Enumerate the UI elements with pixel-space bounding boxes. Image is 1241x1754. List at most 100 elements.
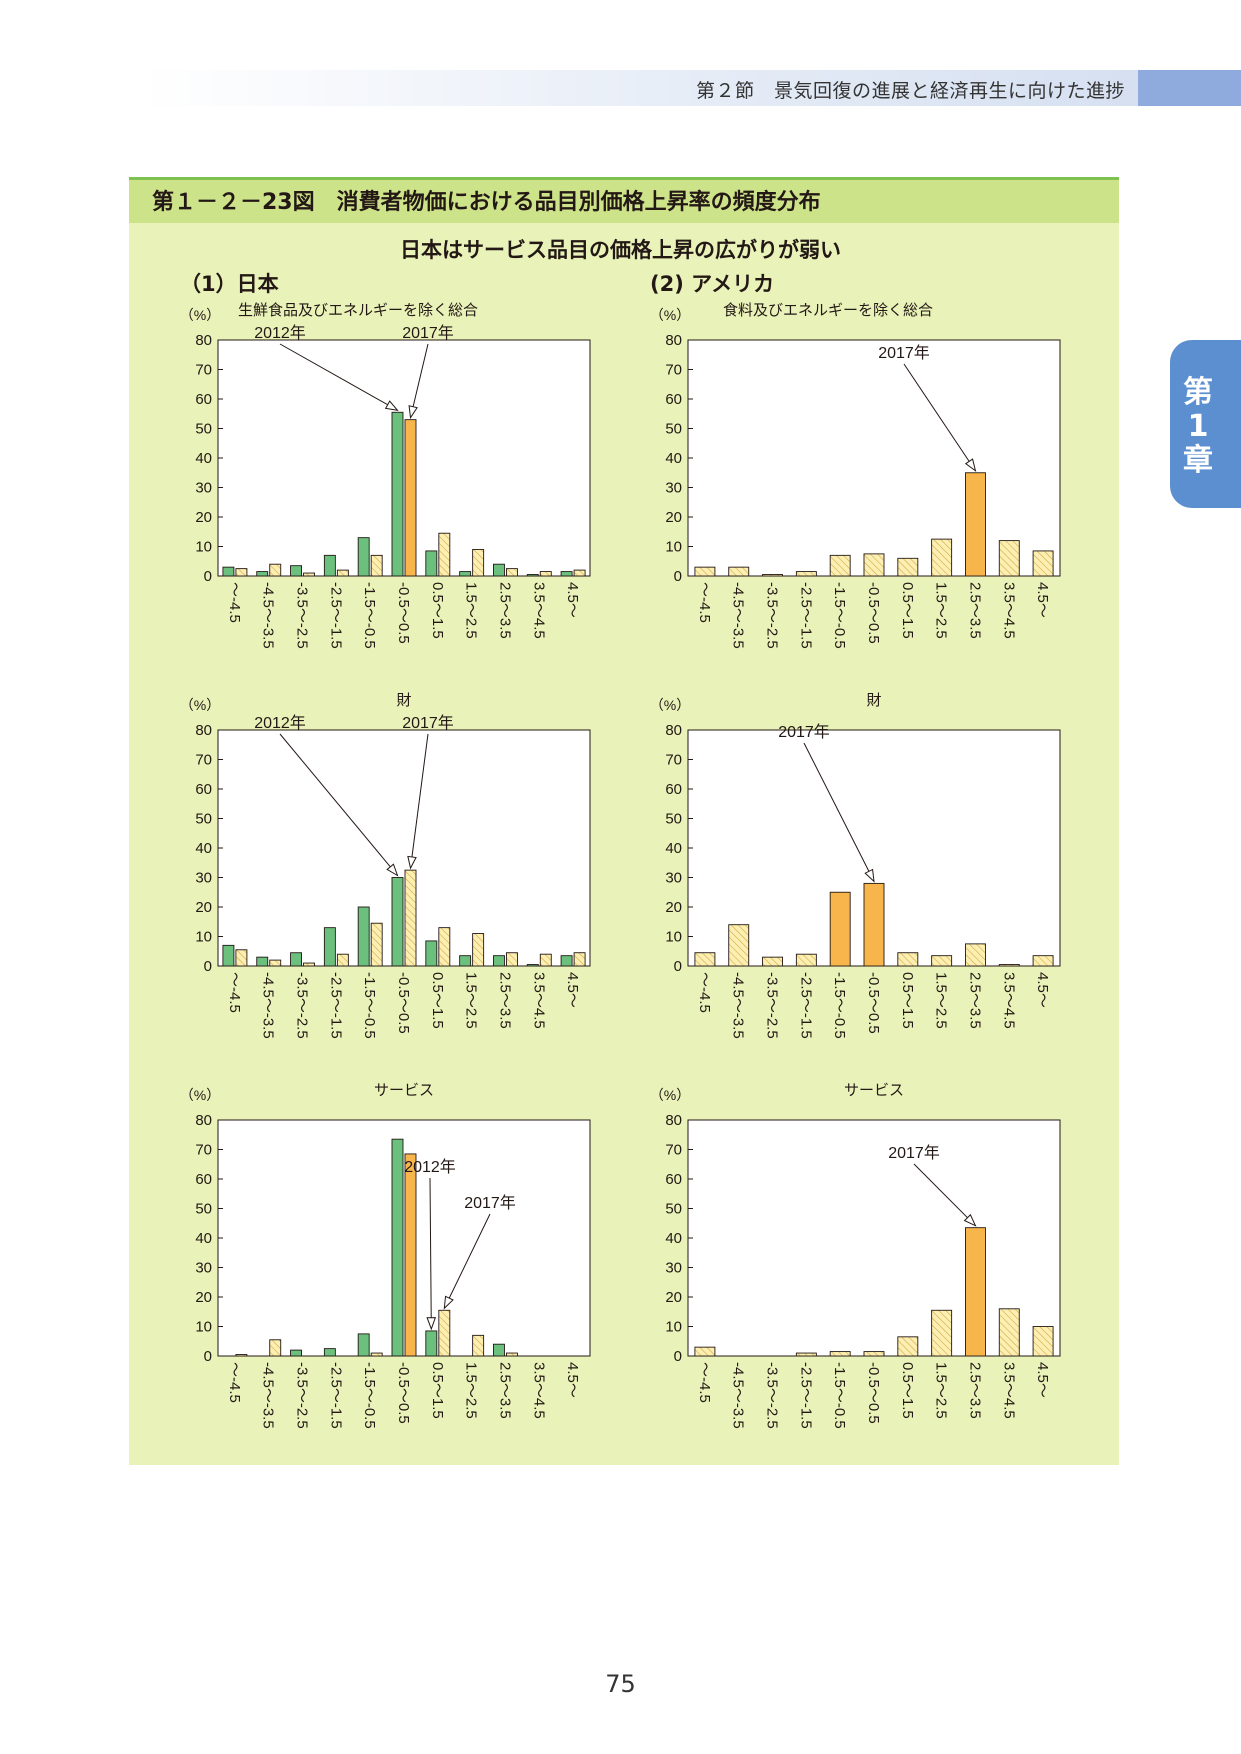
- bar: [506, 952, 518, 967]
- chart-title: 財: [866, 692, 881, 709]
- x-tick-label: -1.5～-0.5: [361, 1362, 378, 1429]
- bar: [459, 571, 472, 577]
- x-tick-label: -1.5～-0.5: [831, 582, 848, 649]
- bar: [762, 956, 783, 967]
- y-tick-label: 20: [665, 899, 682, 916]
- bar: [931, 1309, 953, 1357]
- annotation-label: 2017年: [402, 324, 454, 342]
- y-tick-label: 80: [195, 332, 212, 349]
- chapter-tab[interactable]: 第 1 章: [1170, 340, 1241, 508]
- bar: [931, 538, 953, 577]
- x-tick-label: -2.5～-1.5: [797, 1362, 814, 1429]
- x-tick-label: -4.5～-3.5: [730, 972, 747, 1039]
- y-tick-label: 0: [204, 958, 212, 975]
- x-tick-label: 4.5～: [1034, 1362, 1051, 1398]
- chart-japan-total: （%） 生鮮食品及びエネルギーを除く総合 0 10 20 30 40 50 60 70 80 ～-4.…: [180, 302, 591, 649]
- y-tick-label: 40: [665, 840, 682, 857]
- unit-label: （%）: [650, 1087, 690, 1103]
- annotation-arrowhead: [963, 1213, 977, 1227]
- y-tick-label: 70: [665, 1142, 682, 1159]
- y-tick-label: 50: [665, 421, 682, 438]
- bar: [336, 569, 349, 577]
- y-tick-label: 10: [195, 539, 212, 556]
- x-tick-label: 4.5～: [564, 1362, 581, 1398]
- unit-label: （%）: [650, 307, 690, 323]
- chart-usa-total: （%） 食料及びエネルギーを除く総合01020304050607080～-4.5-…: [650, 302, 1061, 649]
- chart-title: 食料及びエネルギーを除く総合: [723, 302, 933, 319]
- chapter-tab-line1: 第: [1183, 375, 1213, 410]
- annotation-label: 2017年: [464, 1194, 516, 1212]
- x-tick-label: 3.5～4.5: [1000, 972, 1017, 1029]
- bar: [391, 1138, 404, 1357]
- y-tick-label: 80: [665, 332, 682, 349]
- figure-title: 第１－２－23図 消費者物価における品目別価格上昇率の頻度分布: [152, 190, 821, 215]
- x-tick-label: -3.5～-2.5: [294, 972, 311, 1039]
- x-tick-label: -2.5～-1.5: [327, 1362, 344, 1429]
- bar: [472, 933, 485, 967]
- annotation-arrowhead: [407, 855, 417, 870]
- x-tick-label: 0.5～1.5: [429, 972, 446, 1029]
- plot-area: [217, 729, 591, 967]
- x-tick-label: -3.5～-2.5: [764, 972, 781, 1039]
- bar: [472, 1334, 485, 1357]
- y-tick-label: 50: [195, 1201, 212, 1218]
- y-tick-label: 10: [665, 1319, 682, 1336]
- section-usa-title: (2) アメリカ: [650, 272, 775, 296]
- bar: [897, 1336, 919, 1357]
- x-tick-label: -1.5～-0.5: [361, 582, 378, 649]
- x-tick-label: 0.5～1.5: [429, 582, 446, 639]
- bar: [357, 1333, 370, 1357]
- bar: [795, 953, 817, 967]
- plot-area: [217, 339, 591, 577]
- annotation-label: 2017年: [878, 344, 930, 362]
- bar: [290, 1349, 302, 1357]
- bar: [425, 940, 438, 967]
- x-tick-label: -1.5～-0.5: [361, 972, 378, 1039]
- chart-usa-goods: （%） 財 0 10 20 30 40 50 60 70 80 ～-4.5 -4.5～-3.5 -3.5～…: [650, 692, 1061, 1039]
- x-tick-label: 1.5～2.5: [933, 582, 950, 639]
- bar: [438, 927, 451, 967]
- x-tick-label: ～-4.5: [696, 582, 713, 623]
- y-tick-label: 80: [195, 722, 212, 739]
- bar: [539, 571, 552, 577]
- bar: [998, 540, 1020, 577]
- bar: [493, 563, 505, 577]
- x-tick-label: 0.5～1.5: [899, 582, 916, 639]
- y-tick-label: 50: [665, 1201, 682, 1218]
- x-tick-label: -0.5～0.5: [865, 582, 882, 644]
- y-tick-label: 0: [204, 568, 212, 585]
- x-tick-label: -3.5～-2.5: [764, 582, 781, 649]
- y-tick-label: 0: [674, 1348, 682, 1365]
- bar: [357, 906, 370, 967]
- bar: [269, 1339, 282, 1357]
- chart-japan-goods: （%） 財 0 10 20 30 40 50 60 70 80 ～-4.5 -4.5～-3.5 -3.5～…: [180, 692, 591, 1039]
- x-tick-label: 4.5～: [1034, 582, 1051, 618]
- bar: [694, 952, 716, 967]
- y-tick-label: 40: [665, 450, 682, 467]
- annotation-label: 2017年: [402, 714, 454, 732]
- y-tick-label: 10: [665, 539, 682, 556]
- y-tick-label: 80: [195, 1112, 212, 1129]
- x-tick-label: 3.5～4.5: [1000, 1362, 1017, 1419]
- annotation-arrowhead: [408, 405, 418, 420]
- bar: [829, 554, 851, 577]
- y-tick-label: 70: [195, 362, 212, 379]
- x-tick-label: ～-4.5: [226, 1362, 243, 1403]
- bar: [404, 419, 417, 577]
- y-tick-label: 20: [665, 509, 682, 526]
- annotation-arrow: [913, 1163, 976, 1227]
- x-tick-label: 1.5～2.5: [933, 1362, 950, 1419]
- unit-label: （%）: [650, 697, 690, 713]
- bar: [897, 557, 919, 577]
- y-tick-label: 30: [665, 480, 682, 497]
- x-tick-label: 1.5～2.5: [463, 1362, 480, 1419]
- header-band: [140, 70, 1138, 106]
- y-tick-label: 40: [195, 840, 212, 857]
- x-tick-label: -4.5～-3.5: [730, 1362, 747, 1429]
- figure-subtitle: 日本はサービス品目の価格上昇の広がりが弱い: [400, 238, 841, 262]
- y-tick-label: 10: [195, 929, 212, 946]
- bar: [370, 554, 383, 577]
- bar: [493, 955, 505, 967]
- bar: [728, 924, 750, 967]
- x-tick-label: -0.5～0.5: [865, 972, 882, 1034]
